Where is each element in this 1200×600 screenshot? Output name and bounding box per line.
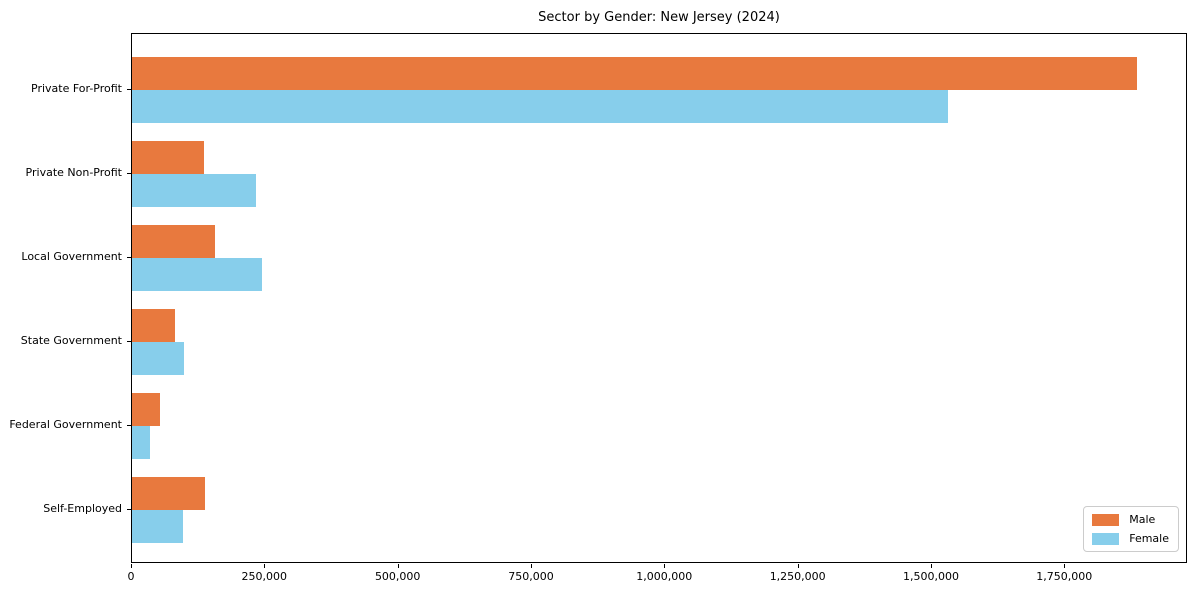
y-tick-mark (127, 89, 131, 90)
bar-female-2 (132, 258, 262, 291)
legend-swatch-male-icon (1092, 513, 1120, 526)
x-tick-label: 1,750,000 (1036, 570, 1093, 583)
bar-female-5 (132, 510, 184, 543)
x-tick-label: 1,000,000 (636, 570, 693, 583)
y-tick-label-5: Self-Employed (43, 502, 122, 515)
bar-male-1 (132, 141, 204, 174)
bar-male-0 (132, 57, 1137, 90)
bar-male-2 (132, 225, 216, 258)
y-tick-label-1: Private Non-Profit (25, 166, 122, 179)
y-tick-mark (127, 509, 131, 510)
x-tick-mark (1064, 564, 1066, 568)
x-tick-mark (531, 564, 532, 568)
y-tick-mark (127, 425, 131, 426)
legend-label-female: Female (1129, 532, 1169, 545)
y-tick-label-2: Local Government (21, 250, 122, 263)
x-tick-mark (264, 564, 266, 568)
x-tick-label: 750,000 (508, 570, 554, 583)
bar-female-0 (132, 90, 948, 123)
y-tick-label-4: Federal Government (9, 418, 122, 431)
x-tick-mark (664, 564, 666, 568)
bar-female-1 (132, 174, 256, 207)
bar-male-5 (132, 477, 206, 510)
bar-female-4 (132, 426, 150, 459)
x-tick-label: 1,250,000 (769, 570, 826, 583)
legend-item-female: Female (1092, 532, 1169, 545)
y-tick-label-0: Private For-Profit (31, 82, 122, 95)
x-tick-label: 1,500,000 (903, 570, 959, 583)
x-tick-mark (797, 564, 799, 568)
y-tick-mark (127, 257, 131, 258)
bar-female-3 (132, 342, 185, 375)
legend-item-male: Male (1092, 513, 1169, 526)
plot-area: Male Female (131, 33, 1187, 563)
x-tick-mark (131, 564, 132, 568)
x-tick-mark (397, 564, 399, 568)
legend-swatch-female-icon (1092, 532, 1120, 545)
y-tick-mark (127, 341, 131, 342)
y-tick-label-3: State Government (20, 334, 122, 347)
y-tick-mark (127, 173, 131, 174)
legend-label-male: Male (1129, 513, 1156, 526)
bar-male-4 (132, 393, 161, 426)
x-tick-mark (931, 564, 932, 568)
x-tick-label: 250,000 (241, 570, 288, 583)
legend: Male Female (1083, 506, 1179, 552)
chart-title: Sector by Gender: New Jersey (2024) (538, 10, 780, 25)
bar-male-3 (132, 309, 176, 342)
x-tick-label: 500,000 (374, 570, 421, 583)
x-tick-label: 0 (127, 570, 135, 583)
